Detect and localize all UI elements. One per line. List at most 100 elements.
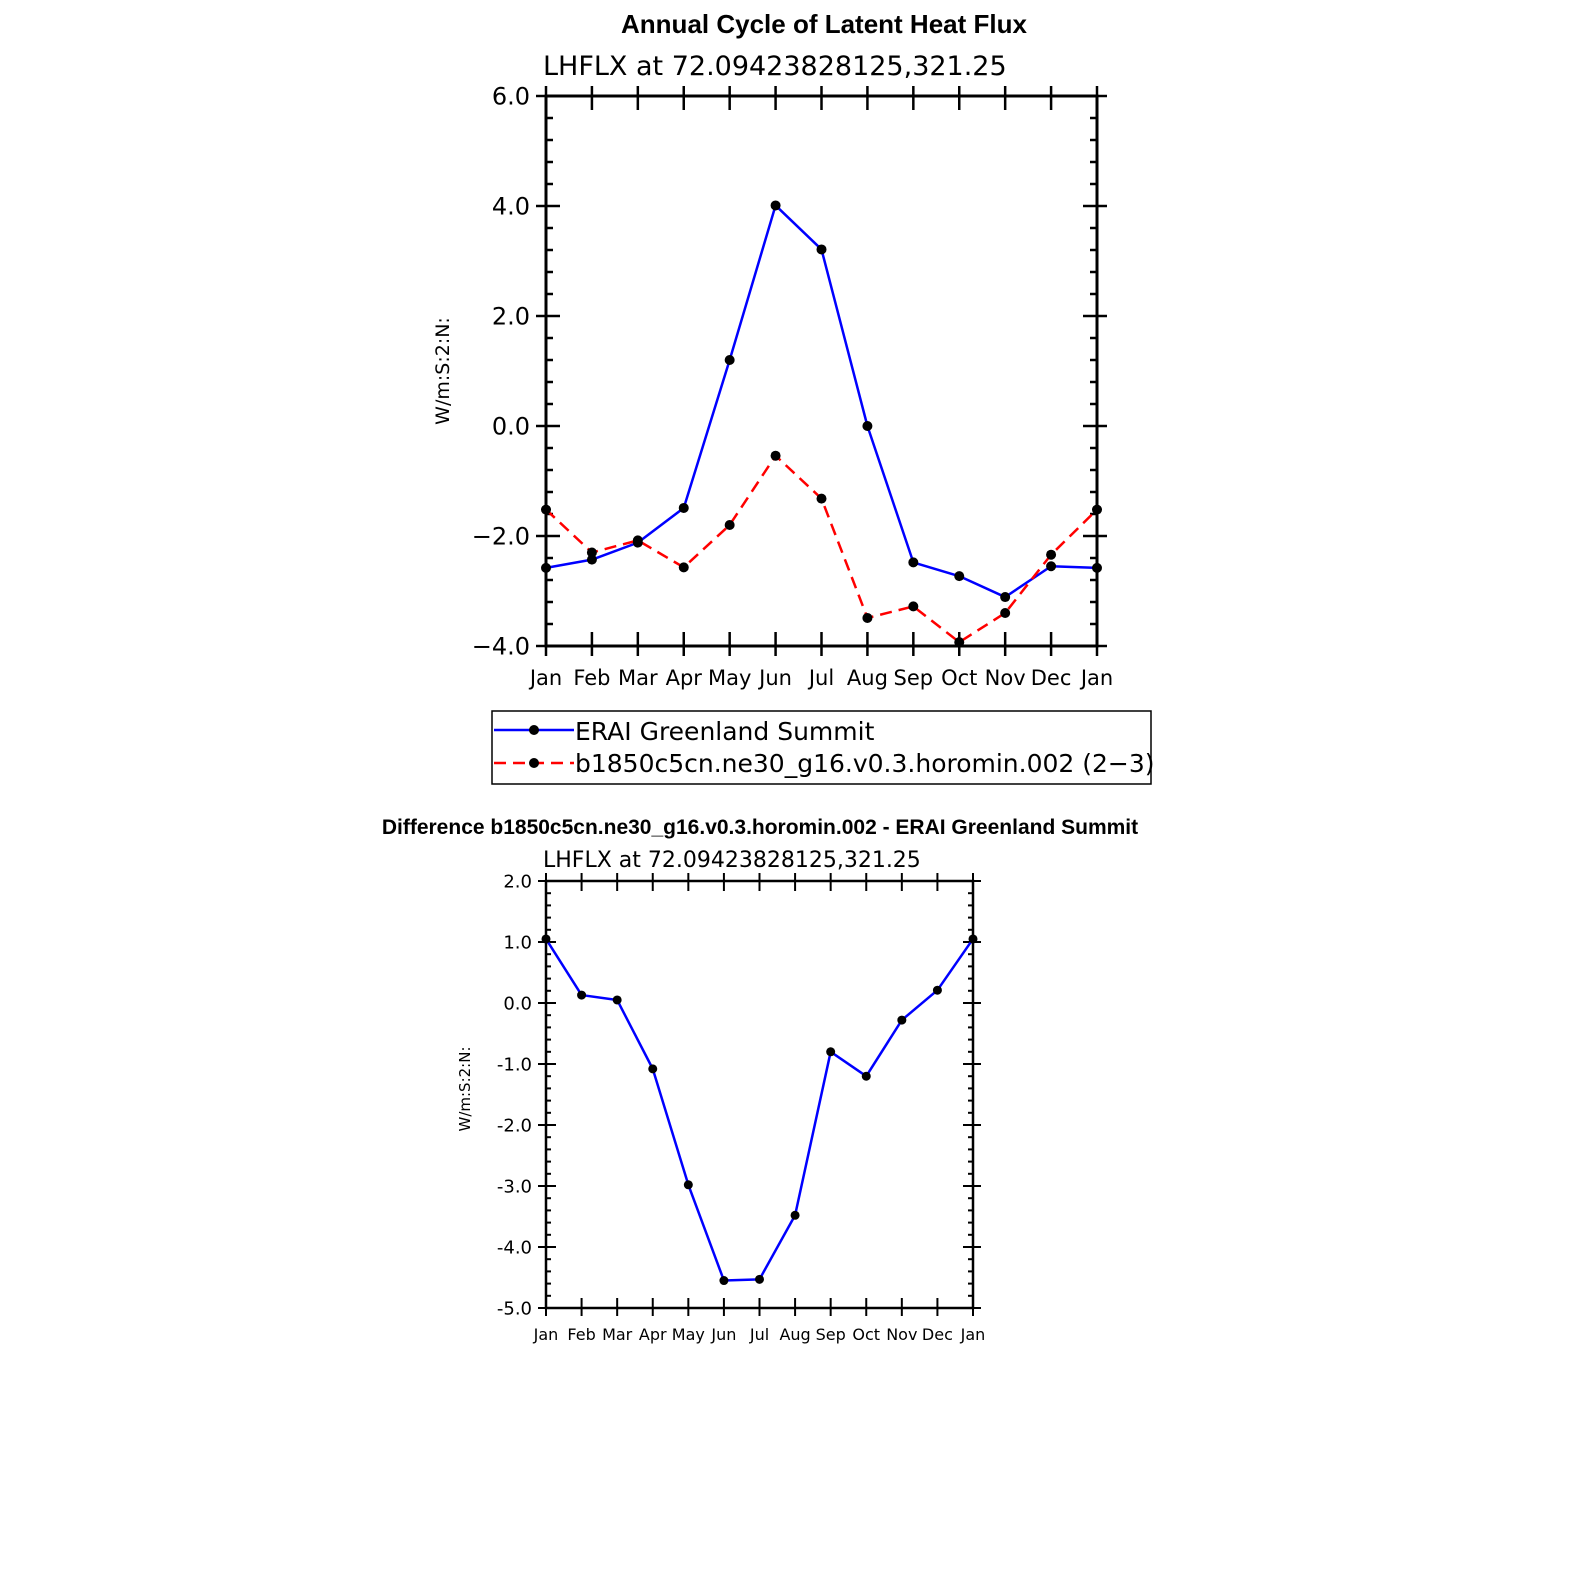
series-1-point [586,547,597,558]
series-1-point [954,637,965,648]
x-tick-label: Sep [816,1325,846,1344]
x-tick-label: Jul [749,1325,769,1344]
x-tick-label: Oct [941,666,977,690]
x-tick-label: Jan [528,666,562,690]
series-0-point [1000,592,1011,603]
x-tick-label: Jun [757,666,792,690]
x-tick-label: Nov [985,666,1026,690]
x-tick-label: Jul [807,666,834,690]
series-0-point [968,934,978,944]
legend-label-erai: ERAI Greenland Summit [575,717,875,746]
x-tick-label: May [708,666,751,690]
x-tick-label: Aug [779,1325,810,1344]
series-1-point [1092,504,1102,515]
legend-label-model: b1850c5cn.ne30_g16.v0.3.horomin.002 (2−3… [575,749,1155,778]
series-0-point [541,562,551,573]
series-0-point [1092,562,1102,573]
x-tick-label: Mar [618,666,658,690]
x-tick-label: Mar [602,1325,633,1344]
y-tick-label: 0.0 [492,413,530,441]
series-0-point [1046,561,1057,572]
series-0-point [683,1180,693,1190]
x-tick-label: Dec [1031,666,1072,690]
series-1-point [816,493,827,504]
series-0-point [577,990,587,1000]
chart2-y-axis-label: W/m:S:2:N: [456,1047,474,1132]
series-1-point [908,601,919,612]
chart1-subtitle: LHFLX at 72.09423828125,321.25 [543,51,1007,82]
x-tick-label: Aug [847,666,888,690]
annual-cycle-chart: Annual Cycle of Latent Heat Flux LHFLX a… [432,9,1155,785]
series-0-point [770,200,781,211]
series-0-point [719,1276,729,1286]
difference-chart: Difference b1850c5cn.ne30_g16.v0.3.horom… [382,816,1138,1344]
chart1-title: Annual Cycle of Latent Heat Flux [621,9,1027,39]
chart1-axes: 6.0 4.0 2.0 0.0 −2.0 −4.0 Jan Feb Mar Apr May Jun Ju… [472,83,1113,690]
chart2-subtitle: LHFLX at 72.09423828125,321.25 [543,848,921,873]
x-tick-label: Apr [666,666,703,690]
series-1-point [1046,549,1057,560]
chart1-legend: ERAI Greenland Summit b1850c5cn.ne30_g16… [491,710,1155,785]
legend-box [491,710,1152,785]
series-0-point [826,1047,836,1057]
y-tick-label: -3.0 [497,1176,532,1197]
y-tick-label: 4.0 [492,193,530,221]
series-1-point [632,535,643,546]
chart1-series [541,200,1102,648]
series-0-point [541,934,551,944]
y-tick-label: 2.0 [492,303,530,331]
series-0-point [862,421,873,431]
y-tick-label: -1.0 [497,1054,532,1075]
plot-frame [544,879,975,1310]
x-tick-label: May [672,1325,705,1344]
x-tick-label: Sep [894,666,934,690]
legend-marker-erai [529,725,539,735]
y-tick-label: −2.0 [472,523,530,551]
y-tick-label: -4.0 [497,1237,532,1258]
x-tick-label: Oct [852,1325,880,1344]
series-1-point [724,520,735,530]
x-tick-label: Dec [922,1325,953,1344]
y-tick-label: 0.0 [503,993,532,1014]
x-tick-label: Feb [567,1325,595,1344]
x-tick-label: Jan [1079,666,1113,690]
series-line-0 [544,938,975,1282]
series-0-point [932,985,942,995]
series-1-point [678,562,689,573]
series-0-point [612,995,622,1005]
plot-frame [544,94,1099,648]
series-0-point [954,571,965,582]
series-0-point [861,1071,871,1081]
y-tick-label: 2.0 [503,871,532,892]
series-1-point [770,450,781,461]
series-0-point [897,1015,907,1025]
series-1-point [862,612,873,623]
x-tick-label: Jan [533,1325,559,1344]
y-tick-label: -2.0 [497,1115,532,1136]
y-tick-label: −4.0 [472,633,530,661]
x-tick-label: Nov [886,1325,917,1344]
x-tick-label: Feb [573,666,610,690]
series-0-point [755,1274,764,1284]
legend-marker-model [529,758,539,768]
series-0-point [586,554,597,565]
x-tick-label: Apr [639,1325,667,1344]
series-0-point [908,557,919,568]
y-tick-label: 6.0 [492,83,530,111]
x-tick-label: Jun [710,1325,736,1344]
series-1-point [541,504,551,515]
chart2-title: Difference b1850c5cn.ne30_g16.v0.3.horom… [382,816,1138,839]
y-tick-label: 1.0 [503,932,532,953]
chart1-y-axis-label: W/m:S:2:N: [432,317,454,425]
x-tick-label: Jan [960,1325,986,1344]
series-0-point [724,355,735,365]
series-0-point [816,244,827,255]
series-line-1 [545,454,1098,644]
series-1-point [1000,608,1011,618]
series-0-point [648,1064,658,1074]
series-0-point [678,502,689,513]
y-tick-label: -5.0 [497,1298,532,1319]
chart2-series [541,934,978,1286]
